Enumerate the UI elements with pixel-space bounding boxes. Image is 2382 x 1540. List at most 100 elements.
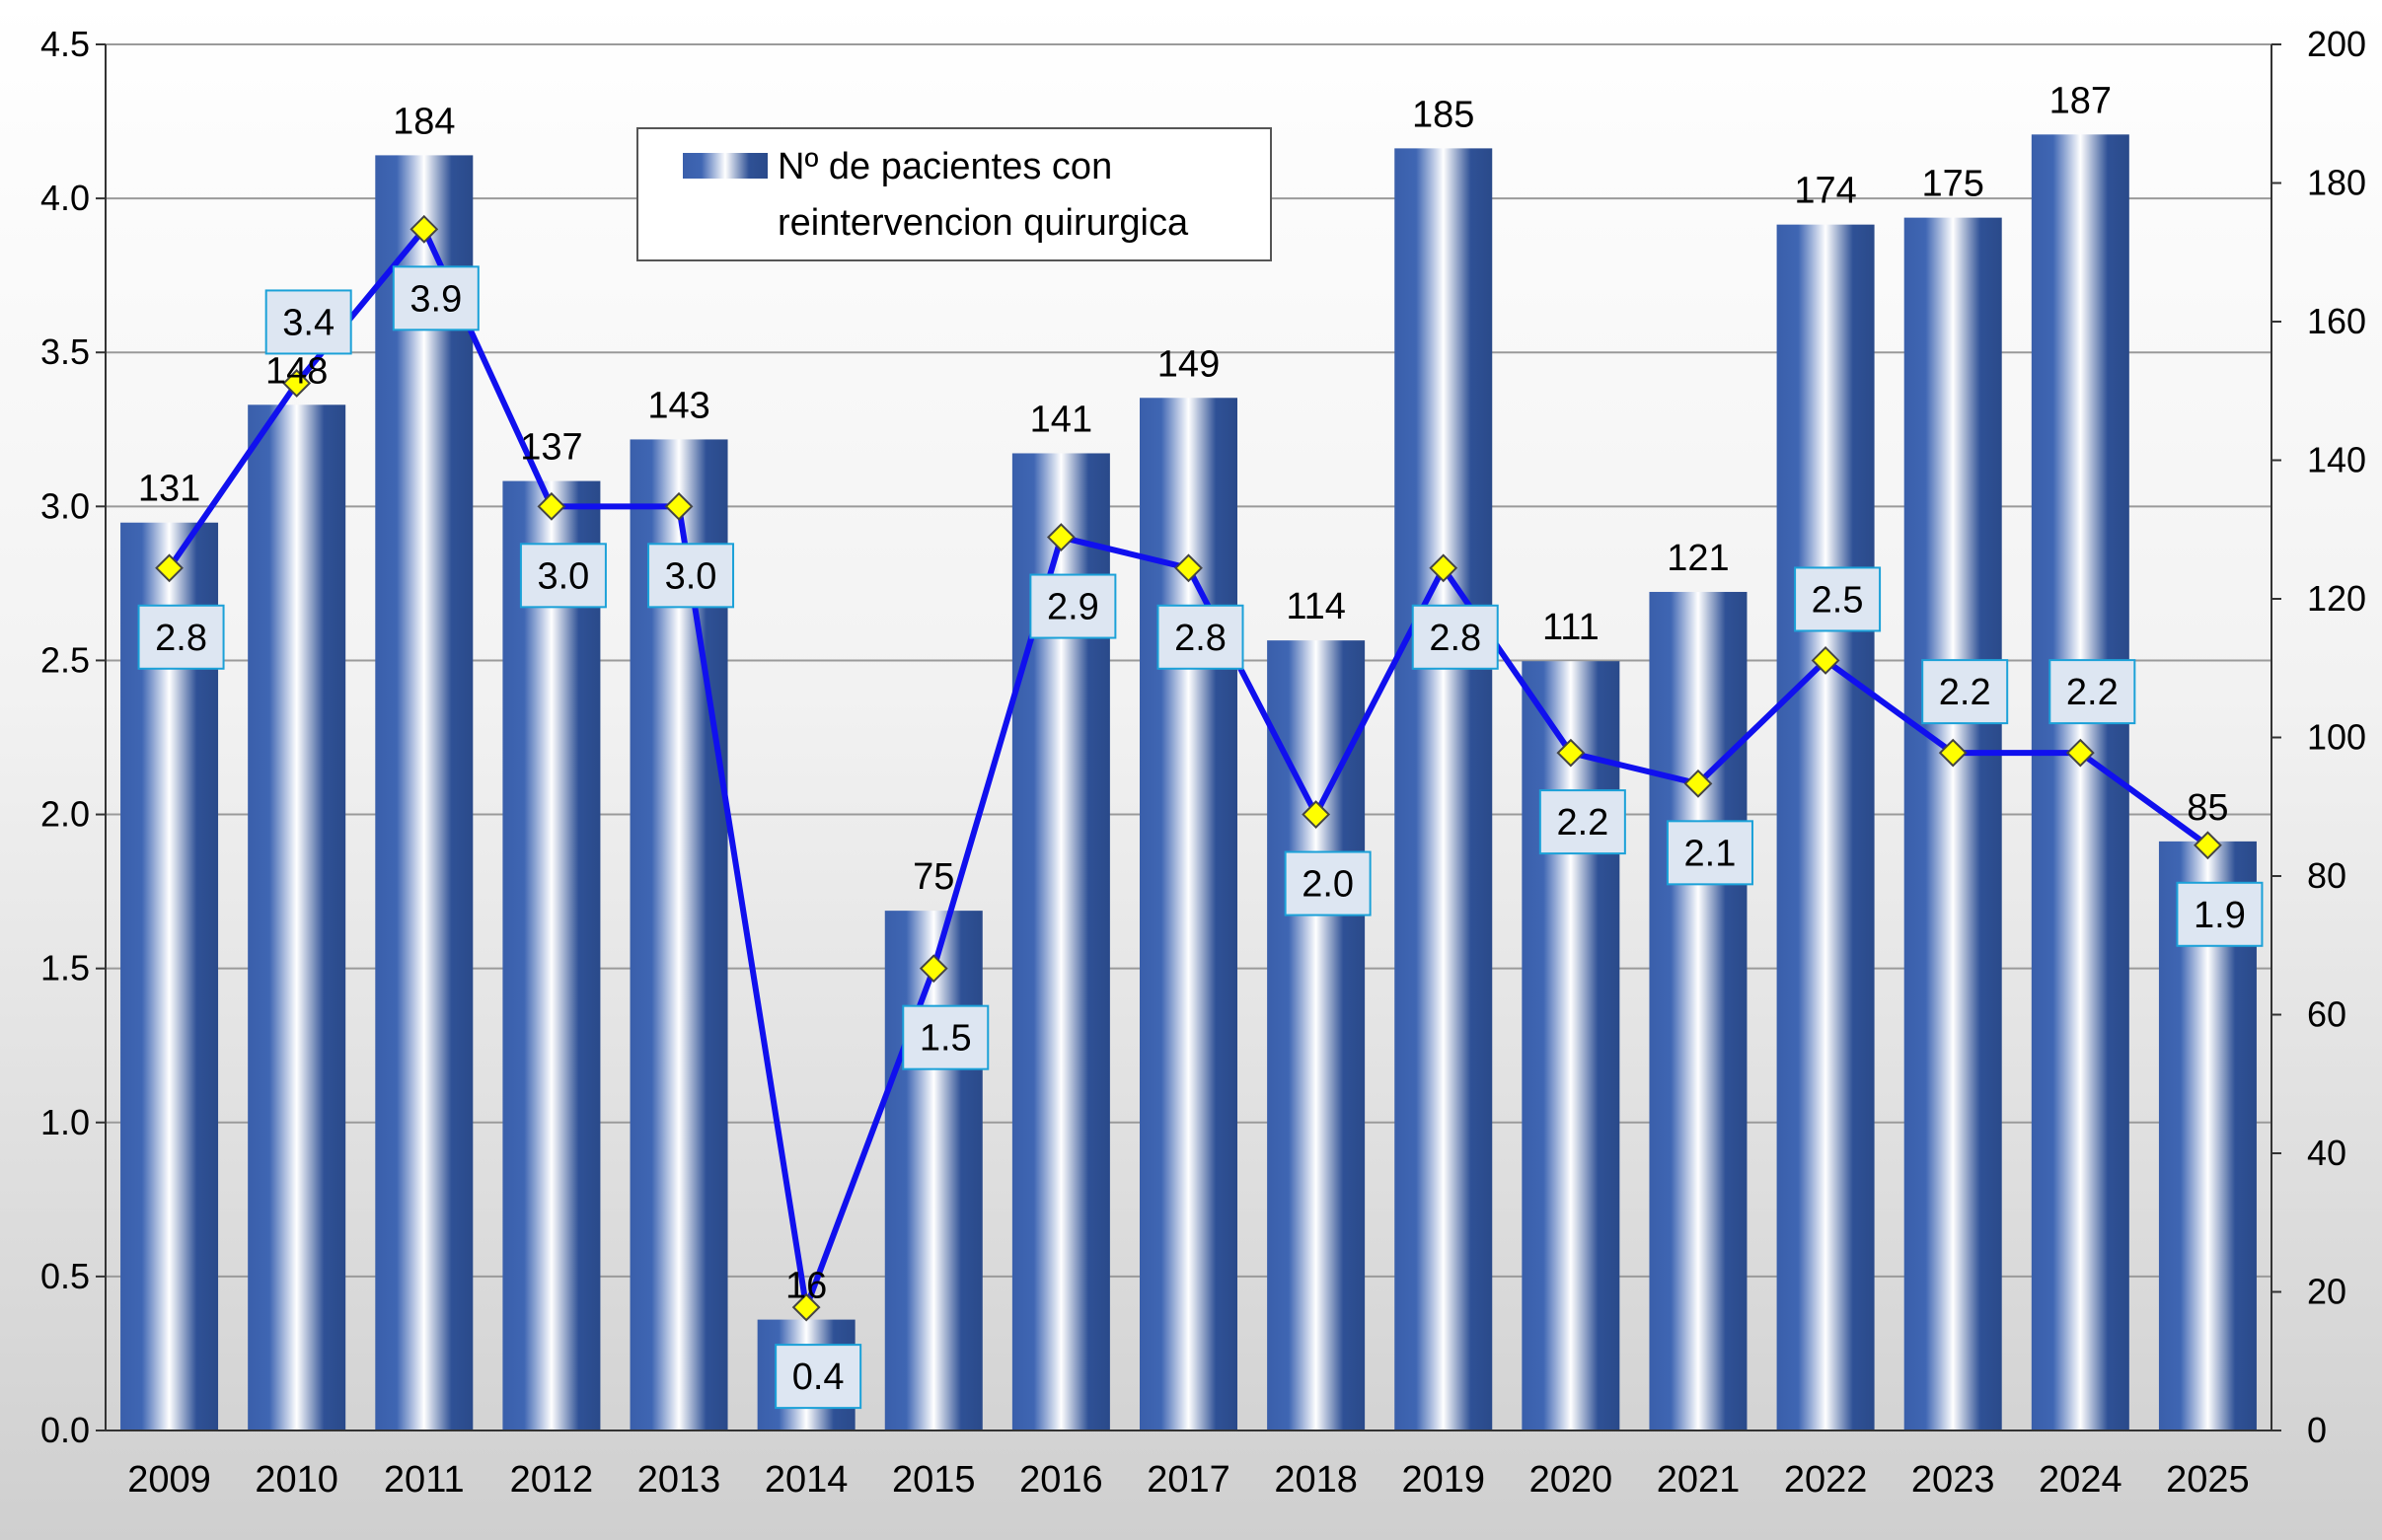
- x-tick-label: 2012: [510, 1459, 594, 1501]
- rate-marker: [155, 553, 184, 583]
- bar-2011: [375, 155, 474, 1430]
- right-tick-label: 100: [2307, 717, 2366, 758]
- x-tick-label: 2009: [127, 1459, 211, 1501]
- bar-2023: [1903, 217, 2002, 1430]
- left-tick-label: 3.0: [40, 485, 90, 526]
- x-tick-label: 2017: [1147, 1459, 1230, 1501]
- right-tick-label: 160: [2307, 301, 2366, 341]
- rate-label: 0.4: [792, 1357, 845, 1398]
- rate-label: 2.8: [1429, 618, 1481, 659]
- bar-2020: [1522, 661, 1620, 1430]
- right-tick-label: 80: [2307, 855, 2346, 896]
- bar-value-label: 85: [2187, 787, 2228, 829]
- rate-label: 2.1: [1684, 833, 1737, 874]
- bar-value-label: 16: [785, 1266, 827, 1307]
- bar-value-label: 149: [1157, 343, 1220, 385]
- rate-marker: [1302, 800, 1331, 829]
- x-tick-label: 2019: [1401, 1459, 1485, 1501]
- rate-marker: [664, 491, 694, 521]
- rate-marker: [1429, 553, 1458, 583]
- rate-label: 3.9: [409, 278, 462, 320]
- bar-2015: [884, 911, 983, 1430]
- rate-label: 2.0: [1302, 864, 1354, 906]
- x-tick-label: 2010: [255, 1459, 338, 1501]
- rate-label-box: [1794, 566, 1882, 632]
- left-tick-label: 0.5: [40, 1256, 90, 1296]
- legend: Nº de pacientes con reintervencion quiru…: [636, 127, 1272, 261]
- bar-value-label: 175: [1922, 164, 1984, 205]
- left-tick-label: 1.5: [40, 948, 90, 989]
- left-tick-label: 2.0: [40, 794, 90, 835]
- right-tick-label: 40: [2307, 1133, 2346, 1173]
- x-tick-label: 2022: [1784, 1459, 1868, 1501]
- bar-value-label: 137: [520, 427, 582, 469]
- rate-label: 2.2: [1939, 672, 1991, 713]
- rate-label-box: [392, 265, 480, 331]
- bar-2024: [2031, 134, 2129, 1431]
- x-tick-label: 2014: [765, 1459, 849, 1501]
- bar-2012: [502, 480, 601, 1430]
- rate-label: 1.9: [2194, 895, 2246, 936]
- rate-label-box: [647, 543, 735, 609]
- rate-label: 2.5: [1812, 579, 1864, 621]
- bar-value-label: 148: [265, 350, 328, 392]
- x-tick-label: 2020: [1529, 1459, 1613, 1501]
- rate-label-box: [137, 604, 225, 670]
- rate-label: 2.2: [1556, 802, 1608, 843]
- rate-label-box: [775, 1344, 862, 1410]
- rate-label-box: [1411, 604, 1499, 670]
- rate-label-box: [1029, 573, 1117, 639]
- legend-box: [636, 127, 1272, 261]
- left-tick-label: 4.5: [40, 24, 90, 64]
- bar-2010: [248, 404, 346, 1430]
- bar-2022: [1776, 224, 1875, 1430]
- rate-label: 1.5: [920, 1018, 972, 1060]
- rate-marker: [1556, 738, 1586, 768]
- rate-label: 3.4: [282, 302, 335, 343]
- rate-label-box: [2048, 659, 2136, 725]
- axes: 0.0 0.5 1.0 1.5 2.0 2.5 3.0 3.5 4.0 4.5 0 20 40 60 80 1…: [40, 24, 2366, 1501]
- rate-label: 2.8: [155, 618, 207, 659]
- bar-2019: [1394, 148, 1493, 1430]
- rate-marker: [282, 369, 312, 398]
- rate-marker: [919, 954, 948, 984]
- rate-label-box: [1921, 659, 2009, 725]
- rate-marker: [2065, 738, 2095, 768]
- rate-label-box: [1538, 789, 1626, 855]
- x-tick-label: 2011: [384, 1459, 465, 1501]
- left-tick-label: 2.5: [40, 639, 90, 680]
- bar-value-label: 121: [1667, 538, 1729, 579]
- right-tick-label: 20: [2307, 1272, 2346, 1312]
- bar-2017: [1140, 398, 1237, 1430]
- bar-value-label: 111: [1542, 607, 1600, 648]
- right-tick-label: 180: [2307, 163, 2366, 203]
- right-tick-label: 0: [2307, 1410, 2327, 1450]
- bar-value-label: 187: [2049, 80, 2112, 121]
- rate-label-box: [264, 289, 352, 355]
- rate-label-box: [519, 543, 607, 609]
- rate-marker: [537, 491, 566, 521]
- x-tick-label: 2023: [1911, 1459, 1995, 1501]
- data-labels: 131 148 184 137 143 16 75 141 149 114 185 111 121 174…: [137, 80, 2264, 1410]
- bar-2021: [1649, 591, 1748, 1430]
- bar-value-label: 185: [1412, 94, 1474, 135]
- rate-label-box: [1284, 850, 1372, 917]
- rate-label: 3.0: [537, 555, 589, 597]
- rate-label-box: [1666, 820, 1753, 886]
- rate-marker: [409, 214, 439, 244]
- legend-label-line2: reintervencion quirurgica: [778, 202, 1189, 244]
- rate-label-box: [2176, 881, 2264, 947]
- rate-marker: [1938, 738, 1968, 768]
- rate-marker: [1046, 523, 1076, 551]
- x-tick-label: 2025: [2166, 1459, 2250, 1501]
- rate-label-box: [902, 1004, 990, 1070]
- right-tick-label: 140: [2307, 440, 2366, 480]
- bar-value-label: 184: [393, 101, 455, 142]
- rate-label: 2.2: [2066, 672, 2119, 713]
- bar-2009: [120, 522, 219, 1430]
- bar-2018: [1267, 640, 1366, 1430]
- x-tick-label: 2024: [2039, 1459, 2122, 1501]
- rate-marker: [2194, 831, 2222, 860]
- legend-swatch: [683, 153, 768, 179]
- x-tick-label: 2016: [1019, 1459, 1103, 1501]
